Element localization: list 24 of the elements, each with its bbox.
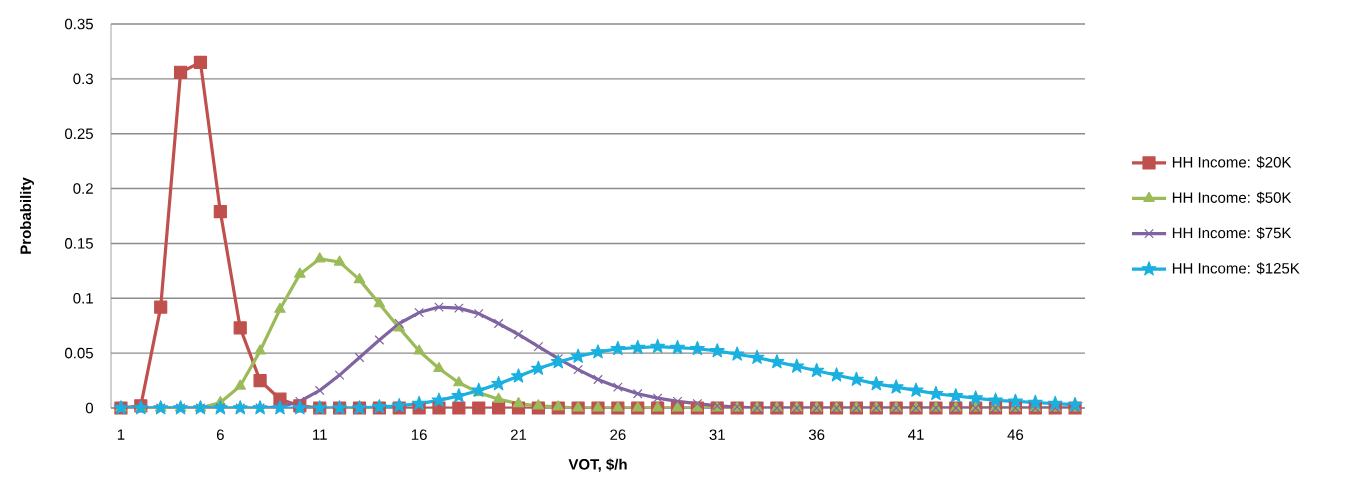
legend-label: HH Income: $50K — [1172, 191, 1292, 204]
legend-label: HH Income: $20K — [1172, 156, 1292, 169]
x-tick-label: 16 — [411, 429, 427, 441]
y-tick-label: 0.15 — [65, 238, 93, 249]
y-tick-label: 0.1 — [73, 292, 93, 304]
x-tick-label: 41 — [908, 429, 924, 440]
y-tick-label: 0.05 — [65, 347, 93, 359]
legend-label: HH Income: $75K — [1172, 227, 1292, 240]
y-tick-label: 0.2 — [73, 183, 93, 194]
x-tick-label: 46 — [1007, 429, 1024, 441]
x-tick-label: 21 — [510, 429, 527, 440]
x-tick-label: 26 — [610, 429, 626, 441]
x-tick-label: 11 — [313, 429, 327, 440]
x-tick-label: 1 — [117, 429, 125, 440]
x-tick-label: 6 — [216, 429, 224, 441]
y-tick-label: 0.35 — [65, 18, 93, 30]
x-tick-label: 36 — [808, 429, 825, 441]
y-tick-label: 0.25 — [65, 128, 93, 140]
x-axis-title: VOT, $/h — [568, 458, 627, 472]
y-tick-label: 0.3 — [73, 73, 93, 85]
x-tick-label: 31 — [709, 429, 725, 441]
y-tick-label: 0 — [85, 402, 94, 414]
y-axis-title: Probability — [20, 177, 34, 254]
legend-label: HH Income: $125K — [1172, 262, 1300, 275]
